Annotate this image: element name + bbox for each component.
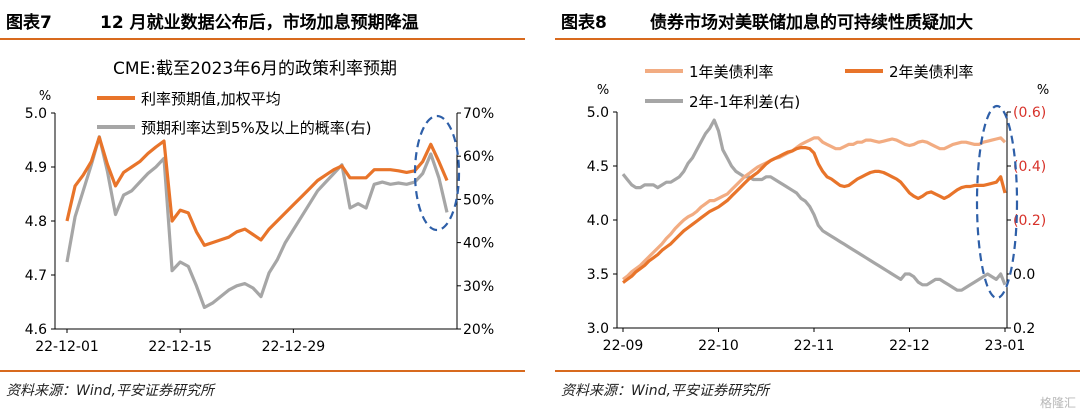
- figure-7-number: 图表7: [6, 13, 52, 33]
- figure-8-source: 资料来源：Wind,平安证券研究所: [561, 383, 769, 399]
- left-y-tick-label: 4.9: [25, 160, 47, 176]
- left-y-tick-label: 5.0: [25, 106, 47, 122]
- figure-7-source: 资料来源：Wind,平安证券研究所: [6, 383, 214, 399]
- right-y-tick-label: 50%: [463, 192, 494, 208]
- series-line-3: [621, 118, 1007, 292]
- left-axis-unit: %: [39, 89, 51, 104]
- right-y-tick-label: (0.2): [1013, 213, 1046, 229]
- figure-7-title: 12 月就业数据公布后，市场加息预期降温: [100, 13, 419, 33]
- right-y-tick-label: (0.4): [1013, 159, 1046, 175]
- left-y-tick-label: 4.8: [25, 214, 47, 230]
- right-y-tick-label: 60%: [463, 149, 494, 165]
- left-y-tick-label: 4.0: [587, 213, 609, 229]
- x-tick-label: 22-10: [698, 338, 739, 354]
- right-y-tick-label: (0.6): [1013, 105, 1046, 121]
- series-line-1: [622, 136, 1007, 281]
- watermark-logo: 格隆汇: [1039, 396, 1076, 410]
- highlight-dashed-ellipse: [975, 104, 1019, 300]
- x-tick-label: 23-01: [985, 338, 1026, 354]
- left-y-tick-label: 3.5: [587, 267, 609, 283]
- series-line-2: [65, 135, 449, 309]
- legend-label: 利率预期值,加权平均: [141, 90, 281, 108]
- figure-8-number: 图表8: [561, 13, 607, 33]
- legend-label: 2年美债利率: [889, 63, 974, 81]
- policy-rate-expectation-chart: 4.6 4.7 4.8 4.9 5.0 20% 30% 40% 50% 60% 70% 22-12-0…: [25, 59, 494, 355]
- figure-7-header: 图表7 12 月就业数据公布后，市场加息预期降温: [0, 0, 525, 40]
- highlight-dashed-ellipse: [413, 114, 461, 232]
- series-line-2: [622, 145, 1007, 284]
- right-y-tick-label: 70%: [463, 106, 494, 122]
- legend-label: 1年美债利率: [689, 63, 774, 81]
- left-y-tick-label: 3.0: [587, 321, 609, 337]
- right-y-tick-label: 0.0: [1013, 267, 1035, 283]
- left-y-tick-label: 4.7: [25, 268, 47, 284]
- x-tick-label: 22-12-29: [262, 339, 326, 355]
- left-y-tick-label: 4.6: [25, 322, 47, 338]
- left-y-tick-label: 4.5: [587, 159, 609, 175]
- figure-8-header: 图表8 债券市场对美联储加息的可持续性质疑加大: [555, 0, 1080, 40]
- x-tick-label: 22-11: [794, 338, 835, 354]
- right-y-tick-label: 40%: [463, 236, 494, 252]
- figure-8-title: 债券市场对美联储加息的可持续性质疑加大: [650, 13, 973, 33]
- figure-8-footer: 资料来源：Wind,平安证券研究所: [555, 370, 1080, 413]
- x-tick-label: 22-12-01: [35, 339, 99, 355]
- chart-title: CME:截至2023年6月的政策利率预期: [113, 59, 397, 79]
- left-axis-unit: %: [597, 83, 609, 98]
- legend-label: 预期利率达到5%及以上的概率(右): [141, 119, 372, 137]
- left-y-tick-label: 5.0: [587, 105, 609, 121]
- x-tick-label: 22-09: [603, 338, 644, 354]
- treasury-yield-chart: 3.0 3.5 4.0 4.5 5.0 0.2 0.0 (0.2) (0.4) (0.6) 22-0…: [587, 63, 1049, 354]
- right-y-tick-label: 30%: [463, 279, 494, 295]
- series-line-1: [65, 135, 449, 247]
- figure-7-panel: 图表7 12 月就业数据公布后，市场加息预期降温 4.6 4.7 4.8 4.9 5.0…: [0, 0, 525, 413]
- right-y-tick-label: 20%: [463, 322, 494, 338]
- legend-label: 2年-1年利差(右): [689, 93, 800, 111]
- figure-7-footer: 资料来源：Wind,平安证券研究所: [0, 370, 525, 413]
- right-y-tick-label: 0.2: [1013, 321, 1035, 337]
- figure-8-panel: 图表8 债券市场对美联储加息的可持续性质疑加大 3.0 3.5 4.0 4.5 5.0 0…: [555, 0, 1080, 413]
- x-tick-label: 22-12-15: [148, 339, 212, 355]
- right-axis-unit: %: [1037, 83, 1049, 98]
- x-tick-label: 22-12: [889, 338, 930, 354]
